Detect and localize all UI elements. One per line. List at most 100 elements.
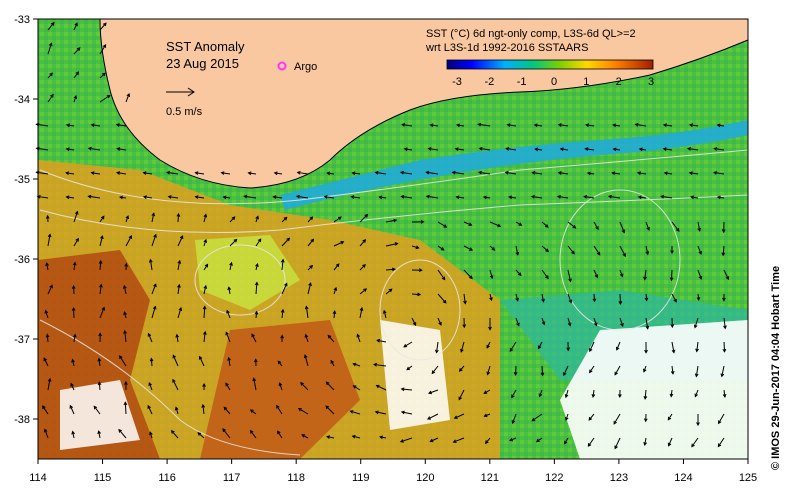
velocity-arrow-head	[72, 333, 77, 338]
velocity-arrow	[456, 124, 465, 127]
velocity-arrow	[713, 171, 725, 175]
velocity-arrow-head	[178, 306, 183, 311]
velocity-arrow-head	[296, 170, 301, 175]
velocity-arrow-head	[425, 170, 430, 175]
velocity-arrow-head	[614, 445, 618, 450]
velocity-arrow	[536, 437, 543, 443]
velocity-arrow	[453, 437, 465, 443]
velocity-arrow	[585, 148, 595, 151]
velocity-arrow	[229, 216, 236, 223]
map-title: SST Anomaly	[166, 39, 245, 54]
velocity-arrow-head	[534, 147, 539, 152]
velocity-arrow-head	[379, 435, 384, 440]
velocity-arrow	[151, 234, 157, 247]
velocity-arrow-head	[509, 348, 514, 353]
velocity-arrow-head	[280, 258, 285, 263]
velocity-arrow	[456, 196, 465, 199]
velocity-arrow-head	[70, 382, 74, 387]
velocity-arrow-head	[488, 326, 492, 331]
velocity-arrow-head	[463, 300, 467, 305]
velocity-arrow-head	[586, 171, 591, 176]
velocity-arrow	[463, 293, 466, 304]
velocity-arrow	[99, 72, 106, 79]
velocity-arrow	[689, 172, 699, 175]
velocity-arrow	[645, 221, 650, 231]
velocity-arrow-head	[508, 195, 513, 200]
velocity-arrow	[463, 245, 473, 251]
velocity-arrow-head	[460, 348, 464, 353]
velocity-arrow	[645, 317, 649, 329]
velocity-arrow	[73, 334, 76, 343]
velocity-arrow-head	[438, 321, 442, 326]
velocity-arrow-head	[587, 443, 592, 447]
velocity-arrow	[689, 124, 699, 127]
velocity-arrow-head	[43, 357, 47, 362]
velocity-arrow-head	[723, 325, 727, 330]
velocity-arrow-head	[621, 229, 626, 234]
velocity-arrow	[66, 124, 75, 127]
velocity-arrow-head	[99, 283, 103, 288]
velocity-arrow-head	[90, 171, 95, 175]
velocity-arrow	[150, 358, 153, 367]
velocity-arrow-head	[340, 241, 345, 245]
velocity-arrow-head	[123, 329, 127, 334]
velocity-arrow	[123, 285, 127, 295]
velocity-arrow-head	[253, 358, 258, 363]
velocity-arrow-head	[273, 171, 278, 176]
velocity-arrow-head	[231, 216, 236, 221]
velocity-arrow-head	[506, 123, 511, 127]
velocity-arrow	[73, 95, 77, 103]
velocity-arrow	[400, 171, 413, 175]
velocity-arrow-head	[643, 418, 648, 423]
velocity-arrow	[639, 148, 647, 151]
velocity-arrow-head	[530, 194, 535, 199]
velocity-arrow	[66, 148, 75, 151]
x-tick-label: 114	[29, 472, 47, 484]
velocity-arrow	[505, 171, 517, 175]
y-tick-label: -37	[14, 334, 30, 346]
velocity-arrow-head	[74, 210, 79, 215]
velocity-arrow	[225, 382, 231, 391]
velocity-arrow	[515, 245, 519, 256]
velocity-arrow	[66, 196, 75, 199]
velocity-arrow	[619, 221, 625, 233]
velocity-arrow-head	[227, 286, 232, 291]
velocity-arrow-head	[557, 171, 562, 175]
velocity-arrow	[229, 239, 237, 247]
velocity-arrow	[509, 437, 517, 441]
velocity-arrow	[535, 148, 543, 151]
velocity-arrow-head	[229, 261, 233, 266]
velocity-arrow	[307, 216, 313, 223]
velocity-arrow-head	[563, 440, 568, 445]
velocity-arrow-head	[511, 420, 516, 425]
velocity-arrow	[374, 363, 387, 367]
velocity-arrow	[697, 269, 702, 280]
velocity-arrow	[616, 341, 621, 351]
velocity-arrow	[541, 269, 549, 279]
velocity-arrow-head	[100, 235, 104, 240]
velocity-arrow-head	[584, 147, 589, 151]
velocity-arrow-head	[540, 372, 545, 377]
warm-anomaly-region	[38, 160, 500, 459]
velocity-arrow	[88, 195, 101, 199]
scale-arrow-label: 0.5 m/s	[166, 106, 203, 118]
velocity-arrow-head	[634, 122, 639, 127]
velocity-arrow	[274, 172, 283, 175]
x-tick-label: 119	[352, 472, 370, 484]
velocity-arrow-head	[243, 194, 248, 199]
velocity-arrow	[47, 285, 53, 295]
velocity-arrow-head	[376, 338, 381, 343]
velocity-arrow-head	[591, 393, 596, 398]
velocity-arrow	[99, 284, 102, 295]
velocity-arrow-head	[115, 123, 120, 127]
velocity-arrow	[541, 245, 549, 252]
velocity-arrow	[143, 172, 153, 175]
velocity-arrow-head	[255, 262, 259, 268]
velocity-arrow-head	[518, 222, 523, 226]
velocity-arrow	[567, 269, 572, 282]
velocity-arrow	[151, 306, 156, 319]
velocity-arrow-head	[428, 390, 433, 395]
velocity-arrow	[117, 148, 127, 151]
velocity-arrow	[541, 293, 545, 302]
velocity-arrow-head	[364, 213, 369, 218]
